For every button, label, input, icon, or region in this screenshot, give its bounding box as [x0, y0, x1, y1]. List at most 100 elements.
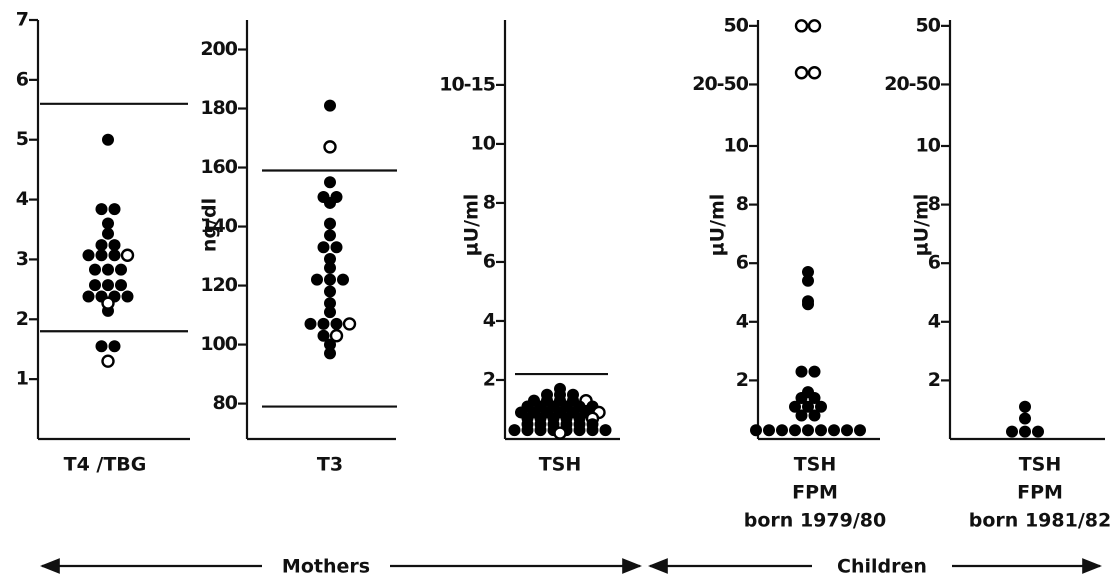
point	[102, 263, 114, 276]
ring-point	[323, 140, 337, 154]
point	[828, 424, 840, 437]
point	[854, 424, 866, 437]
point	[82, 290, 95, 303]
y-tick-label: 6	[928, 252, 941, 274]
point	[573, 424, 586, 437]
point	[108, 249, 121, 262]
y-tick-label: 2	[16, 308, 28, 330]
y-axis-label: µU/ml	[707, 194, 729, 257]
ring-point	[794, 19, 809, 33]
point	[304, 317, 317, 330]
y-axis-label: ng/dl	[199, 198, 221, 252]
point	[95, 249, 108, 262]
point	[795, 365, 808, 378]
x-axis-label: T4 /TBG	[64, 454, 147, 476]
point	[599, 424, 612, 437]
y-tick-label: 6	[16, 68, 29, 90]
ring-point	[794, 66, 809, 80]
point	[802, 274, 814, 287]
y-tick-label: 200	[200, 38, 237, 60]
point	[324, 99, 336, 112]
point	[1019, 412, 1031, 425]
y-tick-label: 10	[916, 134, 941, 156]
point	[95, 239, 108, 252]
ring-point	[807, 66, 822, 80]
point	[324, 273, 336, 286]
group-label: Mothers	[282, 556, 370, 578]
point	[324, 261, 336, 274]
y-tick-label: 20-50	[884, 73, 941, 95]
y-tick-label: 8	[736, 193, 749, 215]
point	[763, 424, 775, 437]
y-tick-label: 50	[916, 14, 941, 36]
point	[808, 409, 821, 422]
ring-point	[342, 317, 357, 331]
point	[108, 239, 121, 252]
point	[802, 400, 814, 413]
point	[841, 424, 853, 437]
x-axis-label: TSH	[1019, 454, 1062, 476]
point	[815, 400, 827, 413]
ring-point	[101, 354, 115, 368]
point	[808, 365, 821, 378]
y-tick-label: 20-50	[692, 73, 749, 95]
y-tick-label: 10-15	[439, 73, 495, 95]
point	[115, 263, 127, 276]
point	[789, 424, 801, 437]
x-axis-label: FPM	[1017, 482, 1063, 504]
point	[95, 340, 108, 353]
point	[802, 298, 814, 311]
point	[324, 347, 336, 360]
point	[82, 249, 95, 262]
y-tick-label: 80	[213, 392, 238, 414]
point	[330, 317, 343, 330]
y-tick-label: 1	[16, 368, 28, 390]
point	[317, 191, 330, 204]
point	[808, 391, 821, 404]
y-tick-label: 8	[928, 193, 941, 215]
point	[508, 424, 521, 437]
ring-point	[553, 426, 567, 440]
x-axis-label: TSH	[794, 454, 837, 476]
point	[102, 217, 114, 230]
y-tick-label: 160	[200, 156, 237, 178]
point	[534, 424, 547, 437]
point	[815, 424, 827, 437]
point	[311, 273, 323, 286]
point	[95, 203, 108, 216]
point	[324, 253, 336, 266]
x-axis-label: TSH	[539, 454, 582, 476]
point	[1019, 425, 1031, 438]
point	[330, 241, 343, 254]
point	[89, 279, 101, 292]
point	[324, 338, 336, 351]
y-tick-label: 8	[483, 191, 496, 213]
point	[521, 424, 534, 437]
point	[115, 279, 127, 292]
point	[795, 409, 808, 422]
y-tick-label: 4	[16, 188, 29, 210]
group-label: Children	[837, 556, 927, 578]
y-tick-label: 100	[200, 333, 237, 355]
point	[337, 273, 349, 286]
point	[324, 306, 336, 319]
point	[324, 297, 336, 310]
y-tick-label: 3	[16, 248, 28, 270]
point	[324, 217, 336, 230]
y-tick-label: 4	[736, 310, 749, 332]
point	[1019, 400, 1031, 413]
x-axis-label: born 1979/80	[744, 510, 886, 532]
y-tick-label: 10	[471, 132, 496, 154]
y-axis-label: µU/ml	[911, 194, 933, 257]
y-tick-label: 4	[928, 310, 941, 332]
x-axis-label: FPM	[792, 482, 838, 504]
point	[1006, 425, 1018, 438]
point	[102, 133, 114, 146]
y-tick-label: 2	[483, 368, 495, 390]
point	[108, 203, 121, 216]
x-axis-label: T3	[317, 454, 343, 476]
y-tick-label: 120	[200, 274, 237, 296]
point	[324, 285, 336, 298]
y-axis-label: µU/ml	[461, 194, 483, 257]
